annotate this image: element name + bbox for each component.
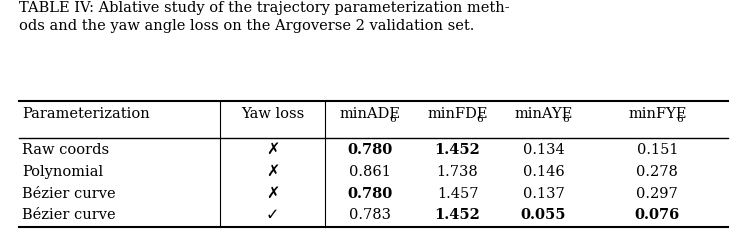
- Text: 0.076: 0.076: [635, 208, 680, 223]
- Text: Bézier curve: Bézier curve: [22, 208, 116, 223]
- Text: 6: 6: [562, 116, 569, 124]
- Text: 6: 6: [677, 116, 683, 124]
- Text: 1.457: 1.457: [437, 186, 478, 201]
- Text: 0.134: 0.134: [523, 143, 564, 157]
- Text: 0.055: 0.055: [521, 208, 566, 223]
- Text: minAYE: minAYE: [514, 107, 573, 121]
- Text: 1.452: 1.452: [435, 143, 480, 157]
- Text: minFDE: minFDE: [427, 107, 488, 121]
- Text: Raw coords: Raw coords: [22, 143, 110, 157]
- Text: Bézier curve: Bézier curve: [22, 186, 116, 201]
- Text: 6: 6: [477, 116, 483, 124]
- Text: ✗: ✗: [266, 164, 279, 179]
- Text: Parameterization: Parameterization: [22, 107, 150, 121]
- Text: 0.146: 0.146: [523, 165, 564, 179]
- Text: Yaw loss: Yaw loss: [241, 107, 304, 121]
- Text: 0.151: 0.151: [636, 143, 678, 157]
- Text: 6: 6: [389, 116, 395, 124]
- Text: 0.297: 0.297: [636, 186, 678, 201]
- Text: 0.780: 0.780: [347, 143, 392, 157]
- Text: minADE: minADE: [339, 107, 400, 121]
- Text: 0.783: 0.783: [349, 208, 391, 223]
- Text: ✗: ✗: [266, 142, 279, 157]
- Text: Polynomial: Polynomial: [22, 165, 104, 179]
- Text: 1.738: 1.738: [437, 165, 478, 179]
- Text: 0.137: 0.137: [523, 186, 564, 201]
- Text: 0.861: 0.861: [349, 165, 391, 179]
- Text: minFYE: minFYE: [628, 107, 686, 121]
- Text: 1.452: 1.452: [435, 208, 480, 223]
- Text: 0.278: 0.278: [636, 165, 678, 179]
- Text: TABLE IV: Ablative study of the trajectory parameterization meth-
ods and the ya: TABLE IV: Ablative study of the trajecto…: [19, 1, 509, 33]
- Text: ✗: ✗: [266, 186, 279, 201]
- Text: 0.780: 0.780: [347, 186, 392, 201]
- Text: ✓: ✓: [266, 208, 279, 223]
